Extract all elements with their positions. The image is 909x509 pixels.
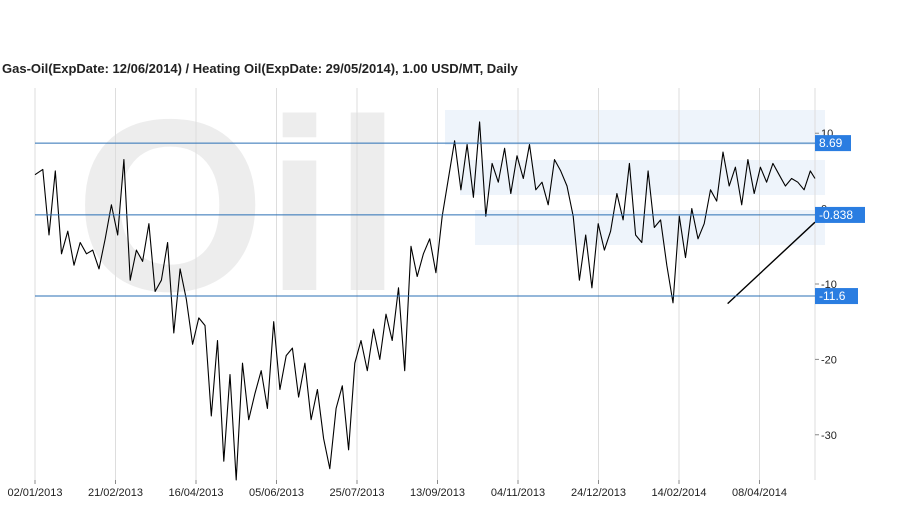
watermark-bar-2 (460, 160, 825, 195)
level-label: 8.69 (819, 136, 843, 150)
level-label-bg (815, 206, 865, 223)
x-tick-label: 21/02/2013 (88, 487, 143, 499)
x-tick-label: 24/12/2013 (571, 487, 626, 499)
y-tick-label: -10 (821, 279, 837, 291)
chart-title: Gas-Oil(ExpDate: 12/06/2014) / Heating O… (2, 61, 518, 76)
grid-lines (34, 88, 816, 480)
x-axis-ticks: 02/01/2013 21/02/2013 16/04/2013 05/06/2013… (7, 480, 787, 499)
level-label-bg (815, 135, 851, 152)
series-line (34, 121, 816, 481)
x-tick-label: 14/02/2014 (651, 487, 706, 499)
x-tick-label: 08/04/2014 (732, 487, 787, 499)
y-tick-label: -30 (821, 430, 837, 442)
x-tick-label: 02/01/2013 (7, 487, 62, 499)
x-tick-label: 25/07/2013 (329, 487, 384, 499)
trendline (727, 221, 816, 305)
horizontal-levels: 8.69 -0.838 -11.6 (35, 135, 865, 305)
y-tick-label: -20 (821, 354, 837, 366)
watermark-bar-3 (475, 210, 825, 245)
level-label: -0.838 (819, 208, 853, 222)
x-tick-label: 04/11/2013 (491, 487, 545, 499)
series-line-group (34, 121, 816, 481)
x-tick-label: 13/09/2013 (410, 487, 465, 499)
x-tick-label: 16/04/2013 (168, 487, 223, 499)
watermark-logo-text: Oil (75, 68, 402, 342)
watermark-bar-1 (445, 110, 825, 145)
x-tick-label: 05/06/2013 (249, 487, 304, 499)
level-label-bg (815, 288, 858, 305)
watermark: Oil (75, 68, 825, 342)
level-label: -11.6 (819, 289, 846, 303)
